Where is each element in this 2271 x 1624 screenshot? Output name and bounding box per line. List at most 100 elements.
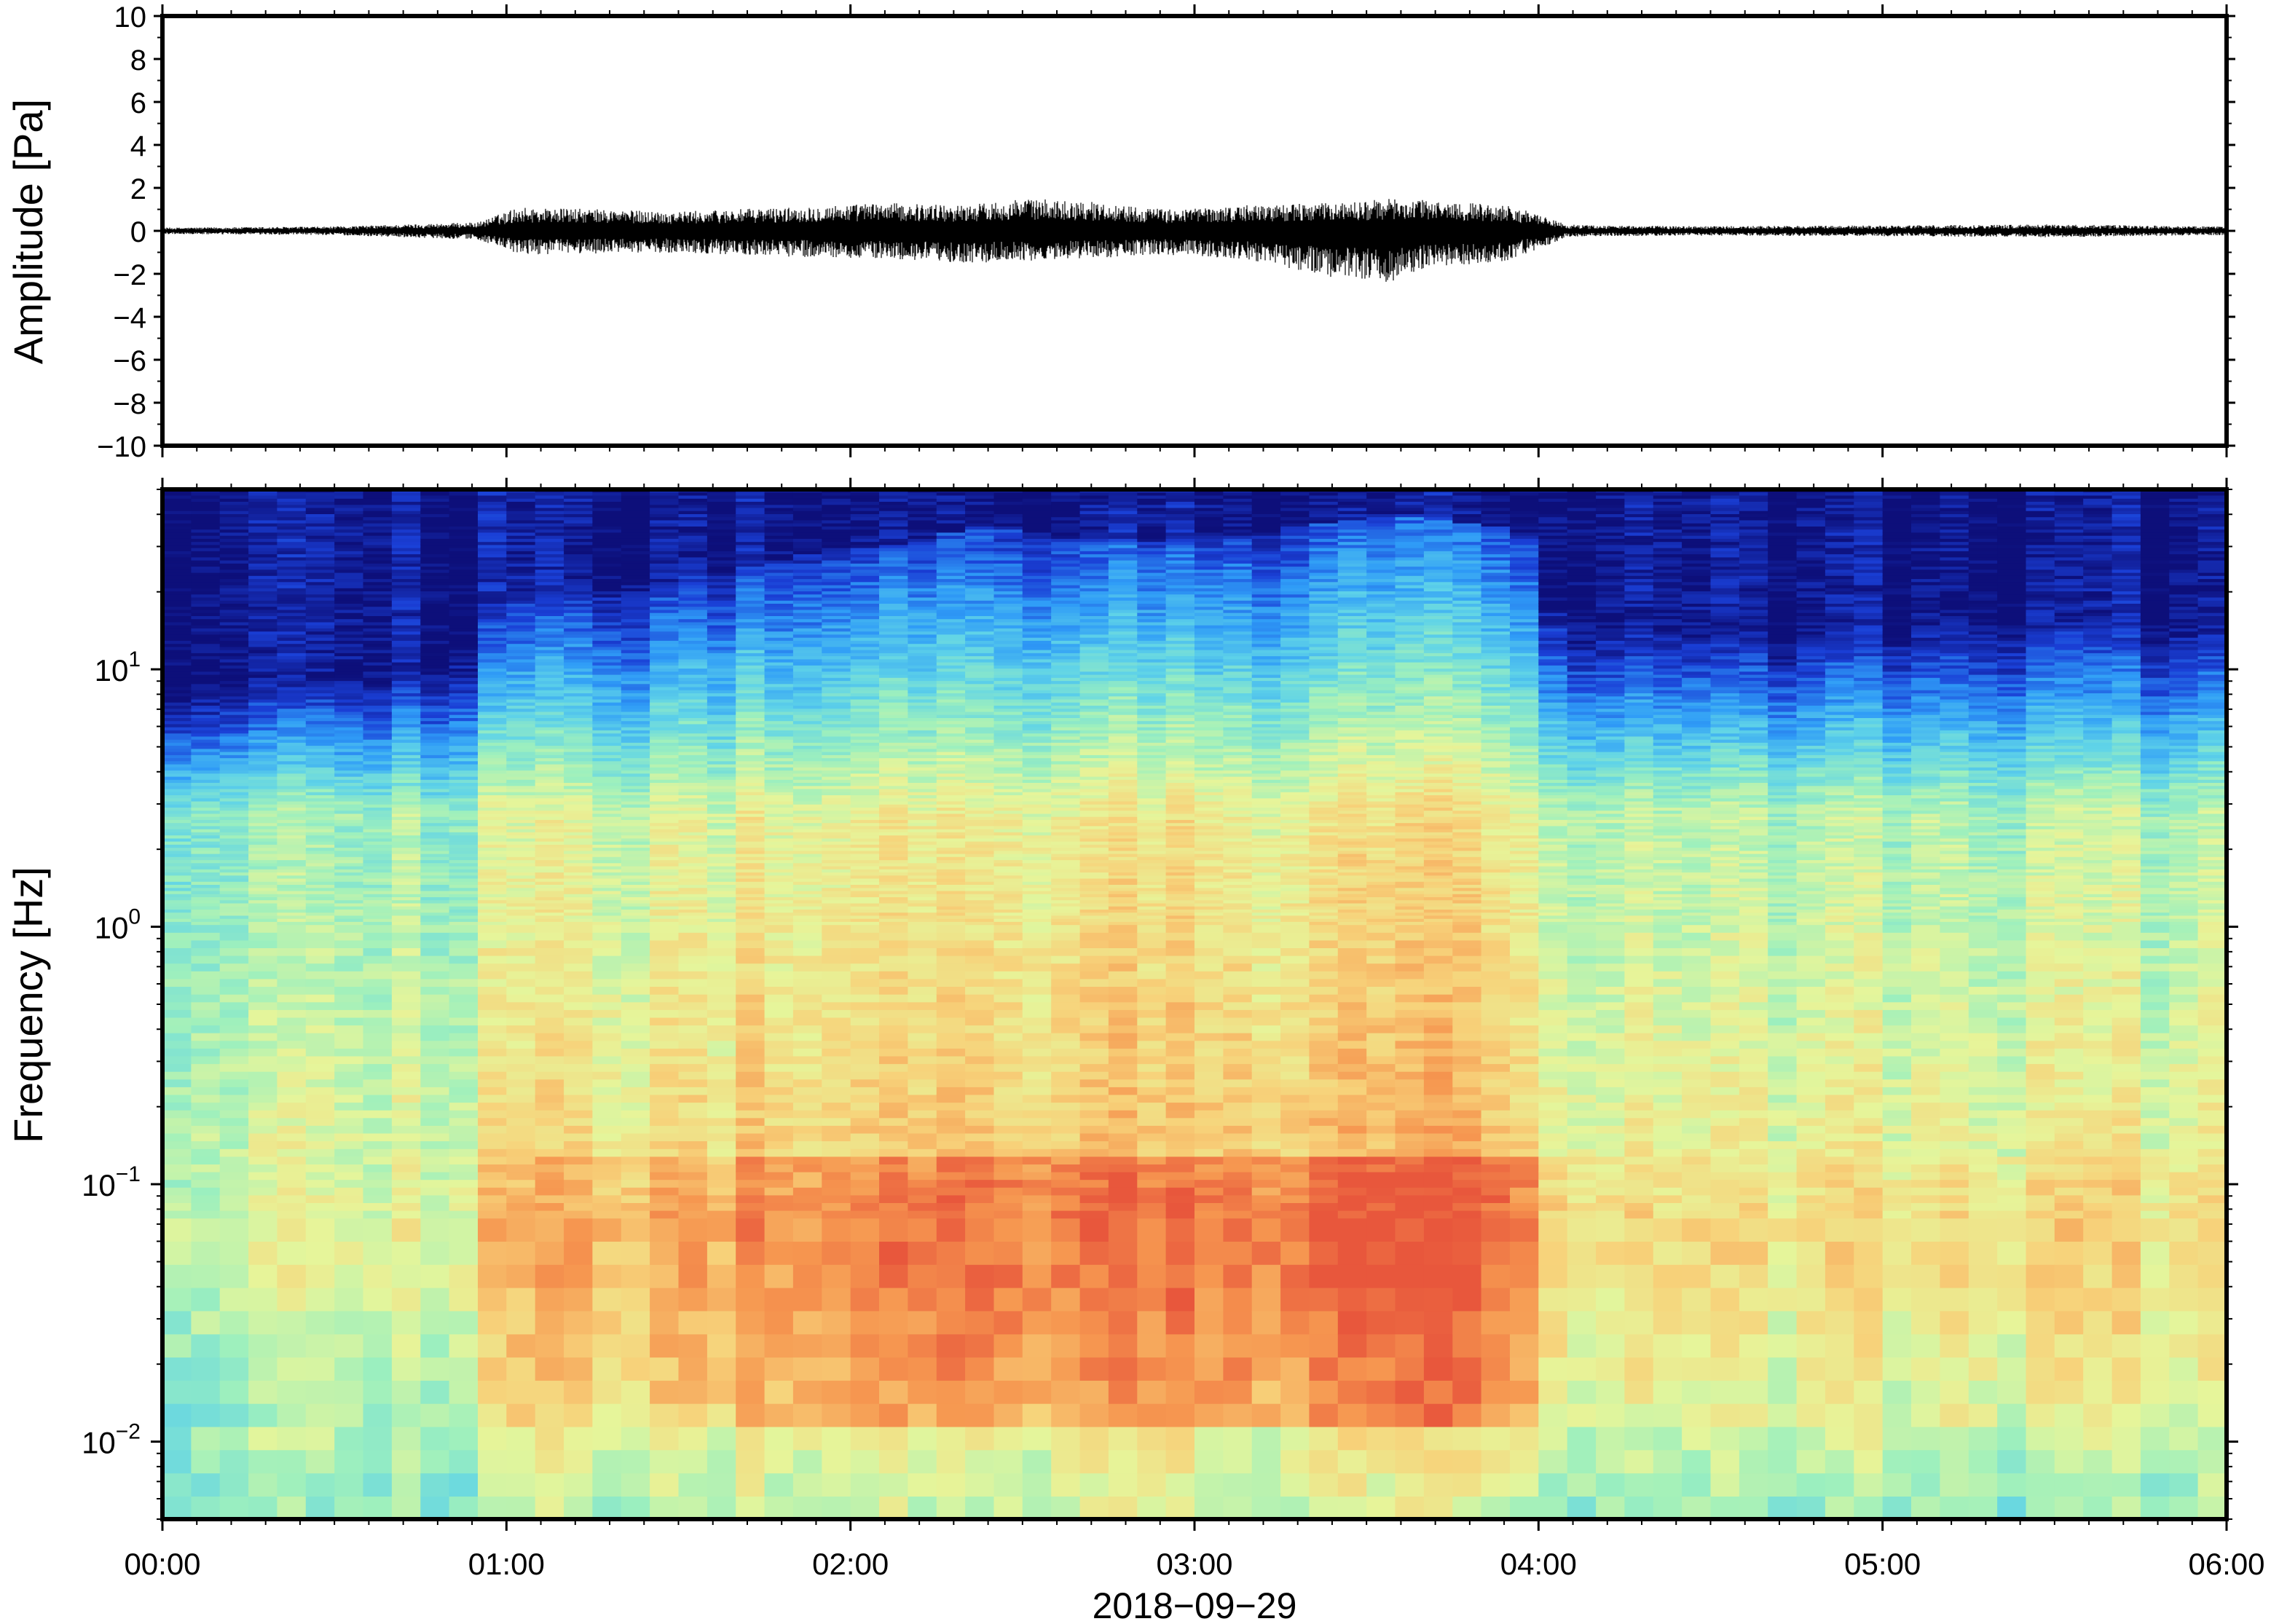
spectrogram-cell [334, 865, 364, 870]
spectrogram-cell [506, 1017, 536, 1026]
spectrogram-cell [334, 881, 364, 885]
spectrogram-cell [334, 1210, 364, 1219]
spectrogram-cell [535, 804, 564, 808]
spectrogram-cell [678, 896, 708, 901]
spectrogram-cell [334, 1055, 364, 1065]
spectrogram-cell [564, 1210, 594, 1219]
spectrogram-cell [363, 504, 393, 508]
spectrogram-cell [391, 1055, 422, 1065]
spectrogram-cell [478, 993, 508, 1003]
spectrogram-cell [420, 1140, 450, 1149]
spectrogram-cell [850, 680, 880, 685]
spectrogram-cell [420, 1287, 450, 1312]
spectrogram-cell [707, 1087, 737, 1095]
spectrogram-cell [305, 615, 335, 620]
spectrogram-cell [592, 782, 622, 787]
spectrogram-cell [506, 501, 536, 505]
spectrogram-cell [506, 516, 536, 521]
spectrogram-cell [736, 507, 765, 511]
spectrogram-cell [592, 1426, 622, 1451]
spectrogram-cell [162, 720, 192, 725]
spectrogram-cell [621, 986, 650, 995]
spectrogram-cell [650, 792, 680, 795]
spectrogram-cell [420, 690, 450, 693]
spectrogram-cell [564, 671, 594, 675]
spectrogram-cell [478, 655, 508, 660]
spectrogram-cell [822, 748, 851, 752]
spectrogram-cell [792, 624, 823, 628]
spectrogram-cell [621, 875, 650, 879]
spectrogram-cell [478, 1125, 508, 1134]
spectrogram-cell [248, 853, 278, 857]
spectrogram-cell [478, 822, 508, 827]
amplitude-y-tick-label: −2 [113, 259, 146, 291]
spectrogram-cell [678, 665, 708, 669]
spectrogram-cell [449, 640, 479, 645]
spectrogram-cell [334, 918, 364, 922]
spectrogram-cell [363, 782, 393, 787]
spectrogram-cell [592, 535, 622, 539]
spectrogram-cell [449, 835, 479, 839]
spectrogram-cell [449, 813, 479, 817]
spectrogram-cell [822, 899, 851, 904]
spectrogram-cell [478, 624, 508, 628]
spectrogram-cell [506, 1403, 536, 1427]
spectrogram-cell [478, 890, 508, 894]
spectrogram-cell [707, 609, 737, 613]
spectrogram-cell [736, 677, 765, 682]
spectrogram-cell [449, 492, 479, 496]
spectrogram-cell [822, 705, 851, 709]
spectrogram-cell [792, 569, 823, 573]
spectrogram-cell [162, 807, 192, 811]
spectrogram-cell [420, 702, 450, 706]
spectrogram-cell [650, 511, 680, 514]
spectrogram-cell [506, 1426, 536, 1451]
spectrogram-cell [248, 736, 278, 740]
spectrogram-cell [391, 1125, 422, 1134]
spectrogram-cell [420, 894, 450, 897]
spectrogram-cell [248, 788, 278, 792]
spectrogram-cell [363, 1357, 393, 1381]
spectrogram-cell [391, 501, 422, 505]
spectrogram-cell [822, 932, 851, 941]
spectrogram-cell [707, 915, 737, 919]
spectrogram-cell [792, 668, 823, 672]
spectrogram-cell [191, 1009, 221, 1018]
spectrogram-cell [277, 572, 307, 576]
spectrogram-cell [248, 695, 278, 700]
spectrogram-cell [391, 634, 422, 638]
spectrogram-cell [792, 559, 823, 564]
spectrogram-cell [535, 566, 564, 570]
spectrogram-cell [650, 559, 680, 564]
spectrogram-cell [650, 698, 680, 703]
spectrogram-cell [248, 600, 278, 604]
spectrogram-cell [764, 1179, 794, 1188]
spectrogram-cell [535, 612, 564, 616]
spectrogram-cell [449, 575, 479, 580]
spectrogram-cell [334, 494, 364, 499]
spectrogram-cell [191, 1496, 221, 1519]
spectrogram-cell [305, 714, 335, 718]
spectrogram-cell [277, 640, 307, 645]
spectrogram-cell [449, 1048, 479, 1057]
spectrogram-cell [305, 544, 335, 548]
spectrogram-cell [850, 618, 880, 623]
spectrogram-cell [650, 1202, 680, 1211]
spectrogram-cell [334, 763, 364, 768]
spectrogram-cell [736, 1048, 765, 1057]
spectrogram-cell [707, 813, 737, 817]
spectrogram-cell [792, 800, 823, 805]
spectrogram-cell [535, 544, 564, 548]
spectrogram-cell [191, 594, 221, 598]
spectrogram-cell [334, 690, 364, 693]
spectrogram-cell [707, 566, 737, 570]
spectrogram-cell [535, 649, 564, 653]
spectrogram-cell [792, 1380, 823, 1404]
spectrogram-cell [363, 569, 393, 573]
spectrogram-cell [850, 714, 880, 718]
spectrogram-cell [420, 742, 450, 746]
spectrogram-cell [850, 671, 880, 675]
spectrogram-cell [564, 1055, 594, 1065]
spectrogram-cell [449, 738, 479, 743]
spectrogram-cell [219, 551, 249, 555]
